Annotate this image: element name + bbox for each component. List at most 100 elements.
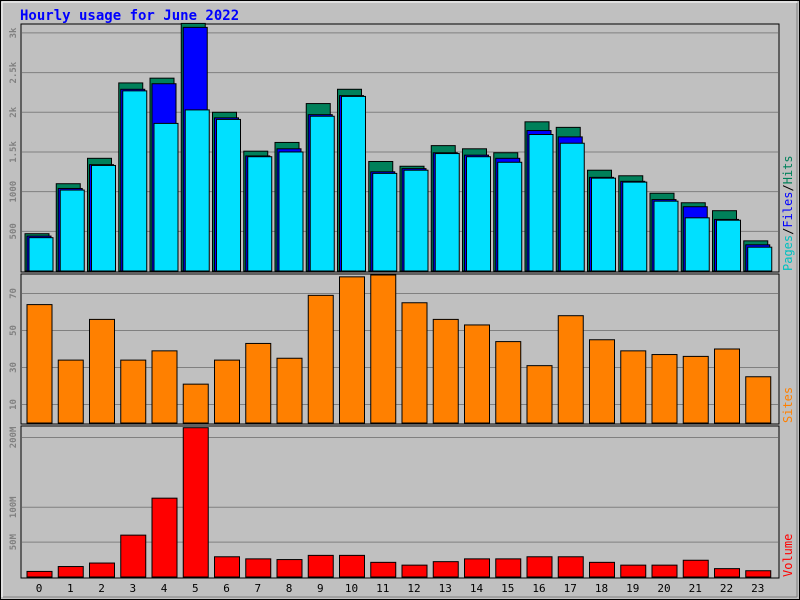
sites-bar (745, 376, 772, 424)
sites-bar (714, 348, 740, 424)
legend-separator-1: / (781, 228, 795, 235)
sites-bar (557, 315, 584, 424)
sites-bar (182, 383, 209, 424)
pages-bar (591, 177, 616, 272)
volume-bar (214, 556, 240, 578)
volume-legend: Volume (781, 534, 795, 577)
volume-tick-labels: 50M 100M 200M (9, 426, 19, 550)
hour-label: 1 (67, 582, 74, 595)
volume-bar (651, 564, 678, 578)
sites-bar (370, 274, 397, 424)
volume-bar (120, 534, 147, 578)
legend-files: Files (781, 192, 795, 228)
hour-label: 22 (720, 582, 733, 595)
pages-bar (341, 95, 366, 272)
legend-separator-2: / (781, 184, 795, 191)
pages-bar (309, 115, 335, 272)
hour-label: 19 (626, 582, 639, 595)
sites-bar (682, 355, 709, 424)
pages-bar (403, 169, 429, 272)
hits-tick-labels: 500 1000 1.5k 2k 2.5k 3k (9, 27, 19, 240)
hour-label: 7 (254, 582, 261, 595)
hour-label: 0 (36, 582, 43, 595)
hour-axis-labels: 0 1 2 3 4 5 6 7 8 9 10 11 12 13 14 15 16 17 18 19 20 21 22 23 (36, 582, 765, 595)
pages-bar (372, 172, 398, 272)
sites-tick-label: 70 (9, 288, 19, 299)
pages-bar (278, 151, 304, 272)
pages-bar (716, 219, 741, 272)
pages-bar (153, 122, 179, 272)
volume-bar (307, 554, 334, 578)
volume-panel-border (20, 425, 780, 579)
volume-bar (432, 561, 459, 578)
hour-label: 5 (192, 582, 199, 595)
sites-bar (26, 304, 53, 424)
hour-label: 21 (689, 582, 702, 595)
hits-tick-label: 1.5k (9, 141, 19, 163)
pages-bar (247, 156, 273, 272)
hour-label: 23 (751, 582, 764, 595)
pages-bar (528, 134, 554, 272)
volume-bar (714, 568, 740, 578)
pages-bar (497, 161, 523, 272)
hour-label: 12 (407, 582, 420, 595)
sites-bar (401, 302, 428, 424)
sites-bar (432, 318, 459, 424)
volume-bar (370, 561, 397, 578)
hour-label: 17 (564, 582, 577, 595)
sites-bar (589, 339, 615, 424)
hour-label: 16 (532, 582, 545, 595)
volume-bar (557, 556, 584, 578)
volume-bar (57, 566, 84, 578)
sites-tick-labels: 10 30 50 70 (9, 288, 19, 410)
volume-bar (745, 570, 772, 578)
sites-bar (464, 324, 490, 424)
hour-label: 10 (345, 582, 358, 595)
pages-bar (684, 217, 710, 272)
sites-bar (495, 341, 522, 424)
pages-bar (622, 181, 648, 272)
sites-bar (276, 357, 303, 424)
hour-label: 6 (223, 582, 230, 595)
hits-tick-label: 500 (9, 223, 19, 239)
hour-label: 2 (98, 582, 105, 595)
pages-bar (122, 90, 148, 272)
sites-bar (307, 294, 334, 424)
hour-label: 11 (376, 582, 389, 595)
sites-panel: 10 30 50 70 Sites (9, 273, 795, 425)
volume-bar (495, 558, 522, 578)
sites-bar (89, 318, 115, 424)
volume-bar (682, 559, 709, 578)
hits-tick-label: 2k (9, 106, 19, 117)
volume-bar (276, 559, 303, 578)
sites-tick-label: 30 (9, 362, 19, 373)
hour-label: 18 (595, 582, 608, 595)
sites-bar (526, 365, 553, 424)
hour-label: 20 (657, 582, 670, 595)
hour-label: 13 (439, 582, 452, 595)
volume-bars (26, 427, 772, 578)
sites-tick-label: 10 (9, 399, 19, 410)
volume-bar (589, 561, 615, 578)
pages-bar (91, 164, 116, 272)
volume-bar (339, 554, 365, 578)
pages-bar (559, 142, 585, 272)
pages-bar (28, 237, 54, 272)
hits-tick-label: 3k (9, 27, 19, 38)
sites-bar (651, 354, 678, 424)
chart-title: Hourly usage for June 2022 (20, 8, 239, 24)
hits-tick-label: 1000 (9, 181, 19, 203)
sites-bar (151, 350, 178, 424)
volume-bar (182, 427, 209, 578)
pages-bar (434, 153, 460, 272)
hour-label: 8 (286, 582, 293, 595)
hour-label: 3 (129, 582, 136, 595)
volume-panel: 50M 100M 200M Volume (9, 425, 795, 579)
sites-bar (120, 359, 147, 424)
pages-bar (747, 246, 773, 272)
volume-gridlines (22, 436, 778, 543)
hour-label: 4 (161, 582, 168, 595)
volume-tick-label: 200M (9, 426, 19, 448)
legend-pages: Pages (781, 235, 795, 271)
